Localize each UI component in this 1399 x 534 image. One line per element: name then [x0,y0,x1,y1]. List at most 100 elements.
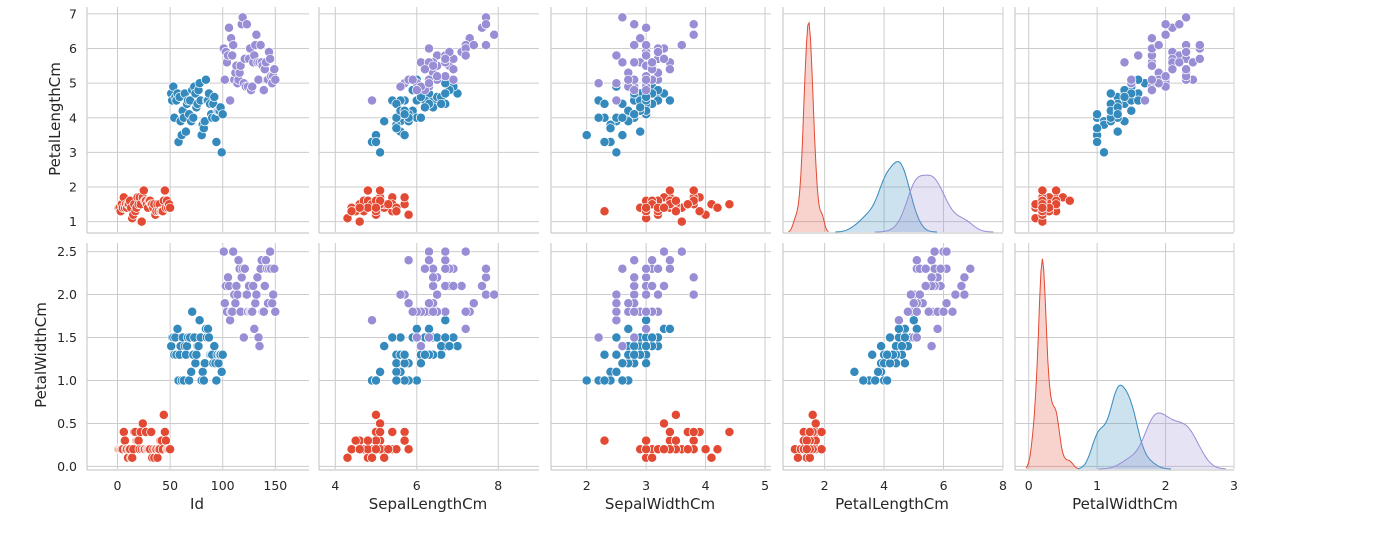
point-group-1 [694,206,705,217]
point-group-3 [253,74,264,85]
point-group-3 [1174,57,1185,68]
point-group-3 [269,263,280,274]
x-tick-label: 50 [162,478,178,493]
point-group-3 [647,281,658,291]
point-group-1 [403,209,414,220]
point-group-3 [611,95,622,106]
point-group-1 [399,192,410,203]
point-group-3 [659,281,669,291]
point-group-2 [399,349,410,360]
point-group-1 [383,199,394,210]
point-group-1 [664,427,675,437]
point-group-3 [236,272,247,283]
point-group-3 [424,255,434,266]
point-group-3 [617,12,628,23]
point-group-3 [411,85,422,96]
point-group-2 [1126,105,1137,116]
x-axis-labels: Id SepalLengthCm SepalWidthCm PetalLengt… [190,495,1178,513]
point-group-1 [682,199,693,210]
point-group-2 [882,375,893,386]
point-group-1 [354,216,365,227]
point-group-3 [623,74,634,85]
point-group-2 [599,137,610,147]
point-group-1 [688,427,699,437]
point-group-2 [415,112,426,123]
panel-PetalLengthCm-vs-PetalLengthCm [782,7,1004,234]
point-group-3 [270,74,281,85]
point-group-1 [354,202,365,213]
point-group-3 [403,298,414,309]
point-group-2 [629,109,640,120]
y-tick-label: 0.5 [57,416,77,431]
point-group-3 [241,289,252,300]
point-group-2 [867,349,878,360]
point-group-2 [411,323,422,334]
point-group-1 [119,435,130,446]
x-tick-label: 3 [642,478,650,493]
point-group-2 [611,349,622,360]
point-group-1 [1037,202,1048,213]
x-tick-label: 0 [114,478,122,493]
point-group-3 [965,263,976,274]
point-group-2 [399,109,410,120]
point-group-3 [241,19,252,30]
panel-PetalWidthCm-vs-PetalLengthCm: 2 4 6 8 [782,243,1007,493]
point-group-3 [941,298,952,309]
point-group-3 [407,74,418,85]
point-group-1 [371,409,381,420]
panel-PetalWidthCm-vs-SepalLengthCm: 4 6 8 [318,243,539,493]
point-group-1 [158,409,169,420]
point-group-2 [629,349,640,360]
point-group-1 [387,427,398,437]
point-group-2 [204,332,214,343]
point-group-3 [938,306,949,317]
point-group-1 [804,452,815,463]
panel-PetalWidthCm-vs-PetalWidthCm: 0 1 2 3 [1014,243,1238,493]
point-group-3 [440,306,451,317]
point-group-1 [399,435,410,446]
point-group-2 [194,315,205,326]
point-group-1 [700,444,711,455]
point-group-3 [629,332,640,343]
point-group-3 [629,255,640,266]
point-group-1 [367,452,377,463]
point-group-3 [247,306,258,317]
point-group-3 [424,246,434,257]
kde-fill-group-1 [788,22,829,232]
point-group-2 [1092,137,1103,147]
point-group-2 [635,102,646,113]
point-group-3 [1140,95,1150,106]
kde-fill-group-2 [1078,385,1171,469]
point-group-1 [371,444,381,455]
point-group-2 [641,341,652,352]
point-group-3 [623,298,634,309]
point-group-3 [460,50,471,61]
point-group-3 [223,272,233,283]
point-group-3 [932,323,943,334]
point-group-1 [724,427,735,437]
point-group-3 [947,306,958,317]
panel-PetalLengthCm-vs-Id: 1 2 3 4 5 6 7 [69,6,309,234]
point-group-1 [165,444,176,455]
point-group-3 [911,255,922,266]
point-group-3 [1153,40,1164,51]
point-group-3 [1146,60,1157,71]
point-group-1 [342,452,353,463]
point-group-3 [254,341,265,352]
point-group-3 [481,289,491,300]
point-group-3 [428,263,439,274]
point-group-3 [1194,53,1205,64]
point-group-1 [383,444,394,455]
point-group-3 [914,289,925,300]
y-tick-label: 7 [69,6,77,21]
y-tick-label: 1.5 [57,330,77,345]
point-group-1 [659,418,669,429]
x-tick-label: 1 [1093,478,1101,493]
point-group-3 [1160,71,1171,82]
point-group-3 [641,323,652,334]
point-group-2 [599,375,610,386]
point-group-2 [908,315,919,326]
point-group-3 [481,19,491,30]
y-label-petal-width: PetalWidthCm [32,302,50,408]
